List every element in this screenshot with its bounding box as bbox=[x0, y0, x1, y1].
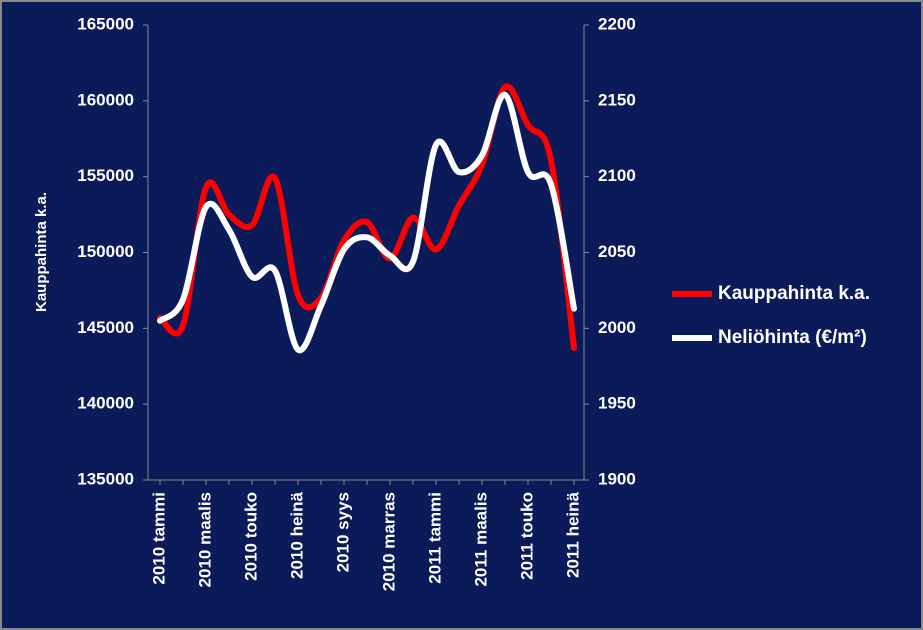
y-tick-label: 165000 bbox=[77, 14, 134, 33]
y-axis-label: Kauppahinta k.a. bbox=[33, 192, 50, 312]
x-tick-label: 2010 marras bbox=[379, 492, 398, 591]
y2-tick-label: 1950 bbox=[598, 394, 636, 413]
x-tick-label: 2011 touko bbox=[517, 492, 536, 580]
y-tick-label: 150000 bbox=[77, 242, 134, 261]
x-tick-label: 2010 heinä bbox=[287, 491, 306, 578]
x-tick-label: 2011 maalis bbox=[471, 492, 490, 587]
legend-label: Kauppahinta k.a. bbox=[718, 283, 870, 304]
x-tick-label: 2010 maalis bbox=[195, 492, 214, 587]
y-tick-label: 135000 bbox=[77, 469, 134, 488]
x-tick-label: 2011 tammi bbox=[425, 492, 444, 584]
x-tick-label: 2010 tammi bbox=[149, 492, 168, 585]
y-tick-label: 140000 bbox=[77, 394, 134, 413]
y-tick-label: 160000 bbox=[77, 90, 134, 109]
y-tick-label: 155000 bbox=[77, 166, 134, 185]
y2-tick-label: 2050 bbox=[598, 242, 636, 261]
y2-tick-label: 1900 bbox=[598, 469, 636, 488]
series-line bbox=[157, 83, 577, 352]
x-tick-label: 2010 touko bbox=[241, 492, 260, 581]
y2-tick-label: 2100 bbox=[598, 166, 636, 185]
series-line bbox=[157, 91, 577, 354]
y2-tick-label: 2200 bbox=[598, 14, 636, 33]
x-tick-label: 2011 heinä bbox=[563, 491, 582, 578]
y-tick-label: 145000 bbox=[77, 318, 134, 337]
y2-tick-label: 2000 bbox=[598, 318, 636, 337]
y2-tick-label: 2150 bbox=[598, 90, 636, 109]
legend-label: Neliöhinta (€/m²) bbox=[718, 327, 867, 348]
x-tick-label: 2010 syys bbox=[333, 492, 352, 572]
